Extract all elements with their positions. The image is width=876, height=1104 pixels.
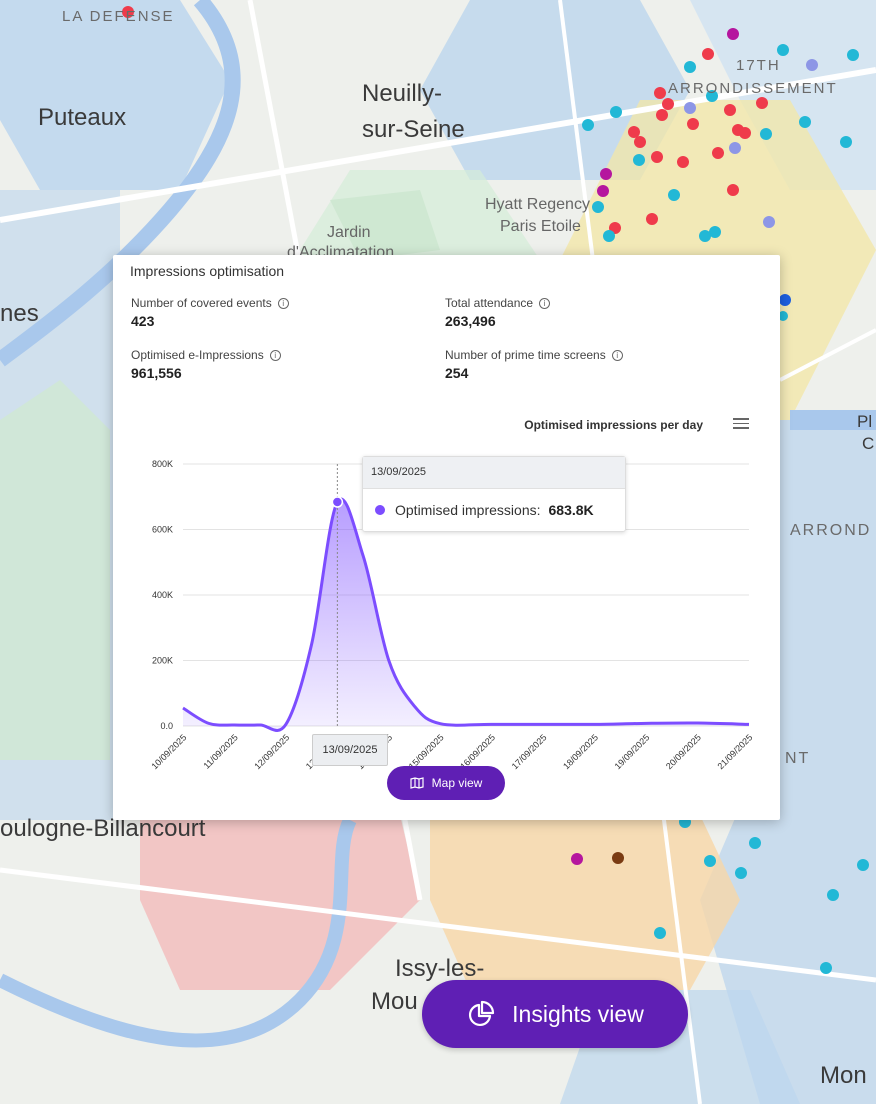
info-icon[interactable]: i bbox=[269, 349, 281, 361]
metric-label: Optimised e-Impressions bbox=[131, 348, 264, 362]
metric-value: 961,556 bbox=[131, 365, 182, 381]
pie-chart-icon bbox=[469, 1000, 495, 1027]
info-icon[interactable]: i bbox=[611, 349, 623, 361]
tooltip-date: 13/09/2025 bbox=[363, 457, 625, 489]
metric-optimised-impressions: Optimised e-Impressions i 961,556 bbox=[131, 348, 281, 381]
tooltip-value: 683.8K bbox=[548, 502, 594, 518]
place-label: Issy-les- bbox=[395, 955, 485, 982]
panel-title: Impressions optimisation bbox=[130, 263, 285, 279]
metric-prime-time-screens: Number of prime time screens i 254 bbox=[445, 348, 623, 381]
place-label: Mon bbox=[820, 1062, 867, 1089]
series-dot-icon bbox=[375, 505, 385, 515]
x-tick-label: 12/09/2025 bbox=[252, 732, 291, 771]
info-icon[interactable]: i bbox=[277, 297, 289, 309]
y-tick-label: 200K bbox=[152, 656, 173, 666]
insights-view-label: Insights view bbox=[512, 1000, 644, 1027]
place-label: Paris Etoile bbox=[500, 218, 581, 235]
place-label: ARROND bbox=[790, 522, 872, 539]
series-area bbox=[183, 499, 749, 731]
map-view-label: Map view bbox=[431, 776, 483, 790]
place-label: ARRONDISSEMENT bbox=[668, 80, 838, 97]
hamburger-menu-icon[interactable] bbox=[733, 418, 749, 430]
place-label: Puteaux bbox=[38, 104, 127, 131]
place-label: Pl bbox=[857, 412, 873, 431]
crosshair-date-label: 13/09/2025 bbox=[312, 734, 388, 766]
x-tick-label: 11/09/2025 bbox=[201, 732, 239, 770]
y-tick-label: 0.0 bbox=[160, 721, 173, 731]
metric-value: 263,496 bbox=[445, 313, 496, 329]
metric-value: 423 bbox=[131, 313, 155, 329]
x-tick-label: 18/09/2025 bbox=[561, 732, 600, 771]
x-tick-label: 10/09/2025 bbox=[149, 732, 188, 771]
series-line bbox=[182, 497, 750, 732]
chart-title: Optimised impressions per day bbox=[524, 418, 703, 432]
y-tick-label: 400K bbox=[152, 590, 173, 600]
info-icon[interactable]: i bbox=[539, 297, 551, 309]
place-label: nes bbox=[0, 300, 39, 327]
chart-tooltip: 13/09/2025 Optimised impressions: 683.8K bbox=[362, 456, 626, 532]
x-tick-label: 17/09/2025 bbox=[510, 732, 549, 771]
place-label: 17TH bbox=[736, 57, 781, 74]
x-tick-label: 21/09/2025 bbox=[715, 732, 754, 771]
y-tick-label: 600K bbox=[152, 525, 173, 535]
insights-view-button[interactable]: Insights view bbox=[422, 980, 688, 1048]
place-label: Mou bbox=[371, 988, 418, 1015]
data-point-peak bbox=[331, 496, 344, 508]
place-label: Jardin bbox=[327, 224, 371, 241]
place-label: NT bbox=[785, 750, 811, 767]
place-label: Neuilly- bbox=[362, 80, 443, 107]
place-label: C bbox=[862, 434, 875, 453]
x-tick-label: 19/09/2025 bbox=[613, 732, 652, 771]
event-dots bbox=[122, 6, 869, 974]
place-label: LA DEFENSE bbox=[62, 8, 175, 25]
metric-covered-events: Number of covered events i 423 bbox=[131, 296, 289, 329]
metric-label: Number of prime time screens bbox=[445, 348, 606, 362]
map-icon bbox=[410, 777, 424, 789]
tooltip-series-label: Optimised impressions: bbox=[395, 502, 541, 518]
metric-total-attendance: Total attendance i 263,496 bbox=[445, 296, 551, 329]
x-tick-label: 20/09/2025 bbox=[664, 732, 703, 771]
metric-label: Total attendance bbox=[445, 296, 534, 310]
place-label: sur-Seine bbox=[362, 116, 465, 143]
metric-label: Number of covered events bbox=[131, 296, 272, 310]
metric-value: 254 bbox=[445, 365, 469, 381]
place-label: Hyatt Regency bbox=[485, 196, 590, 213]
impressions-panel: Impressions optimisation Number of cover… bbox=[113, 255, 780, 820]
y-tick-label: 800K bbox=[152, 459, 173, 469]
map-view-button[interactable]: Map view bbox=[387, 766, 505, 800]
